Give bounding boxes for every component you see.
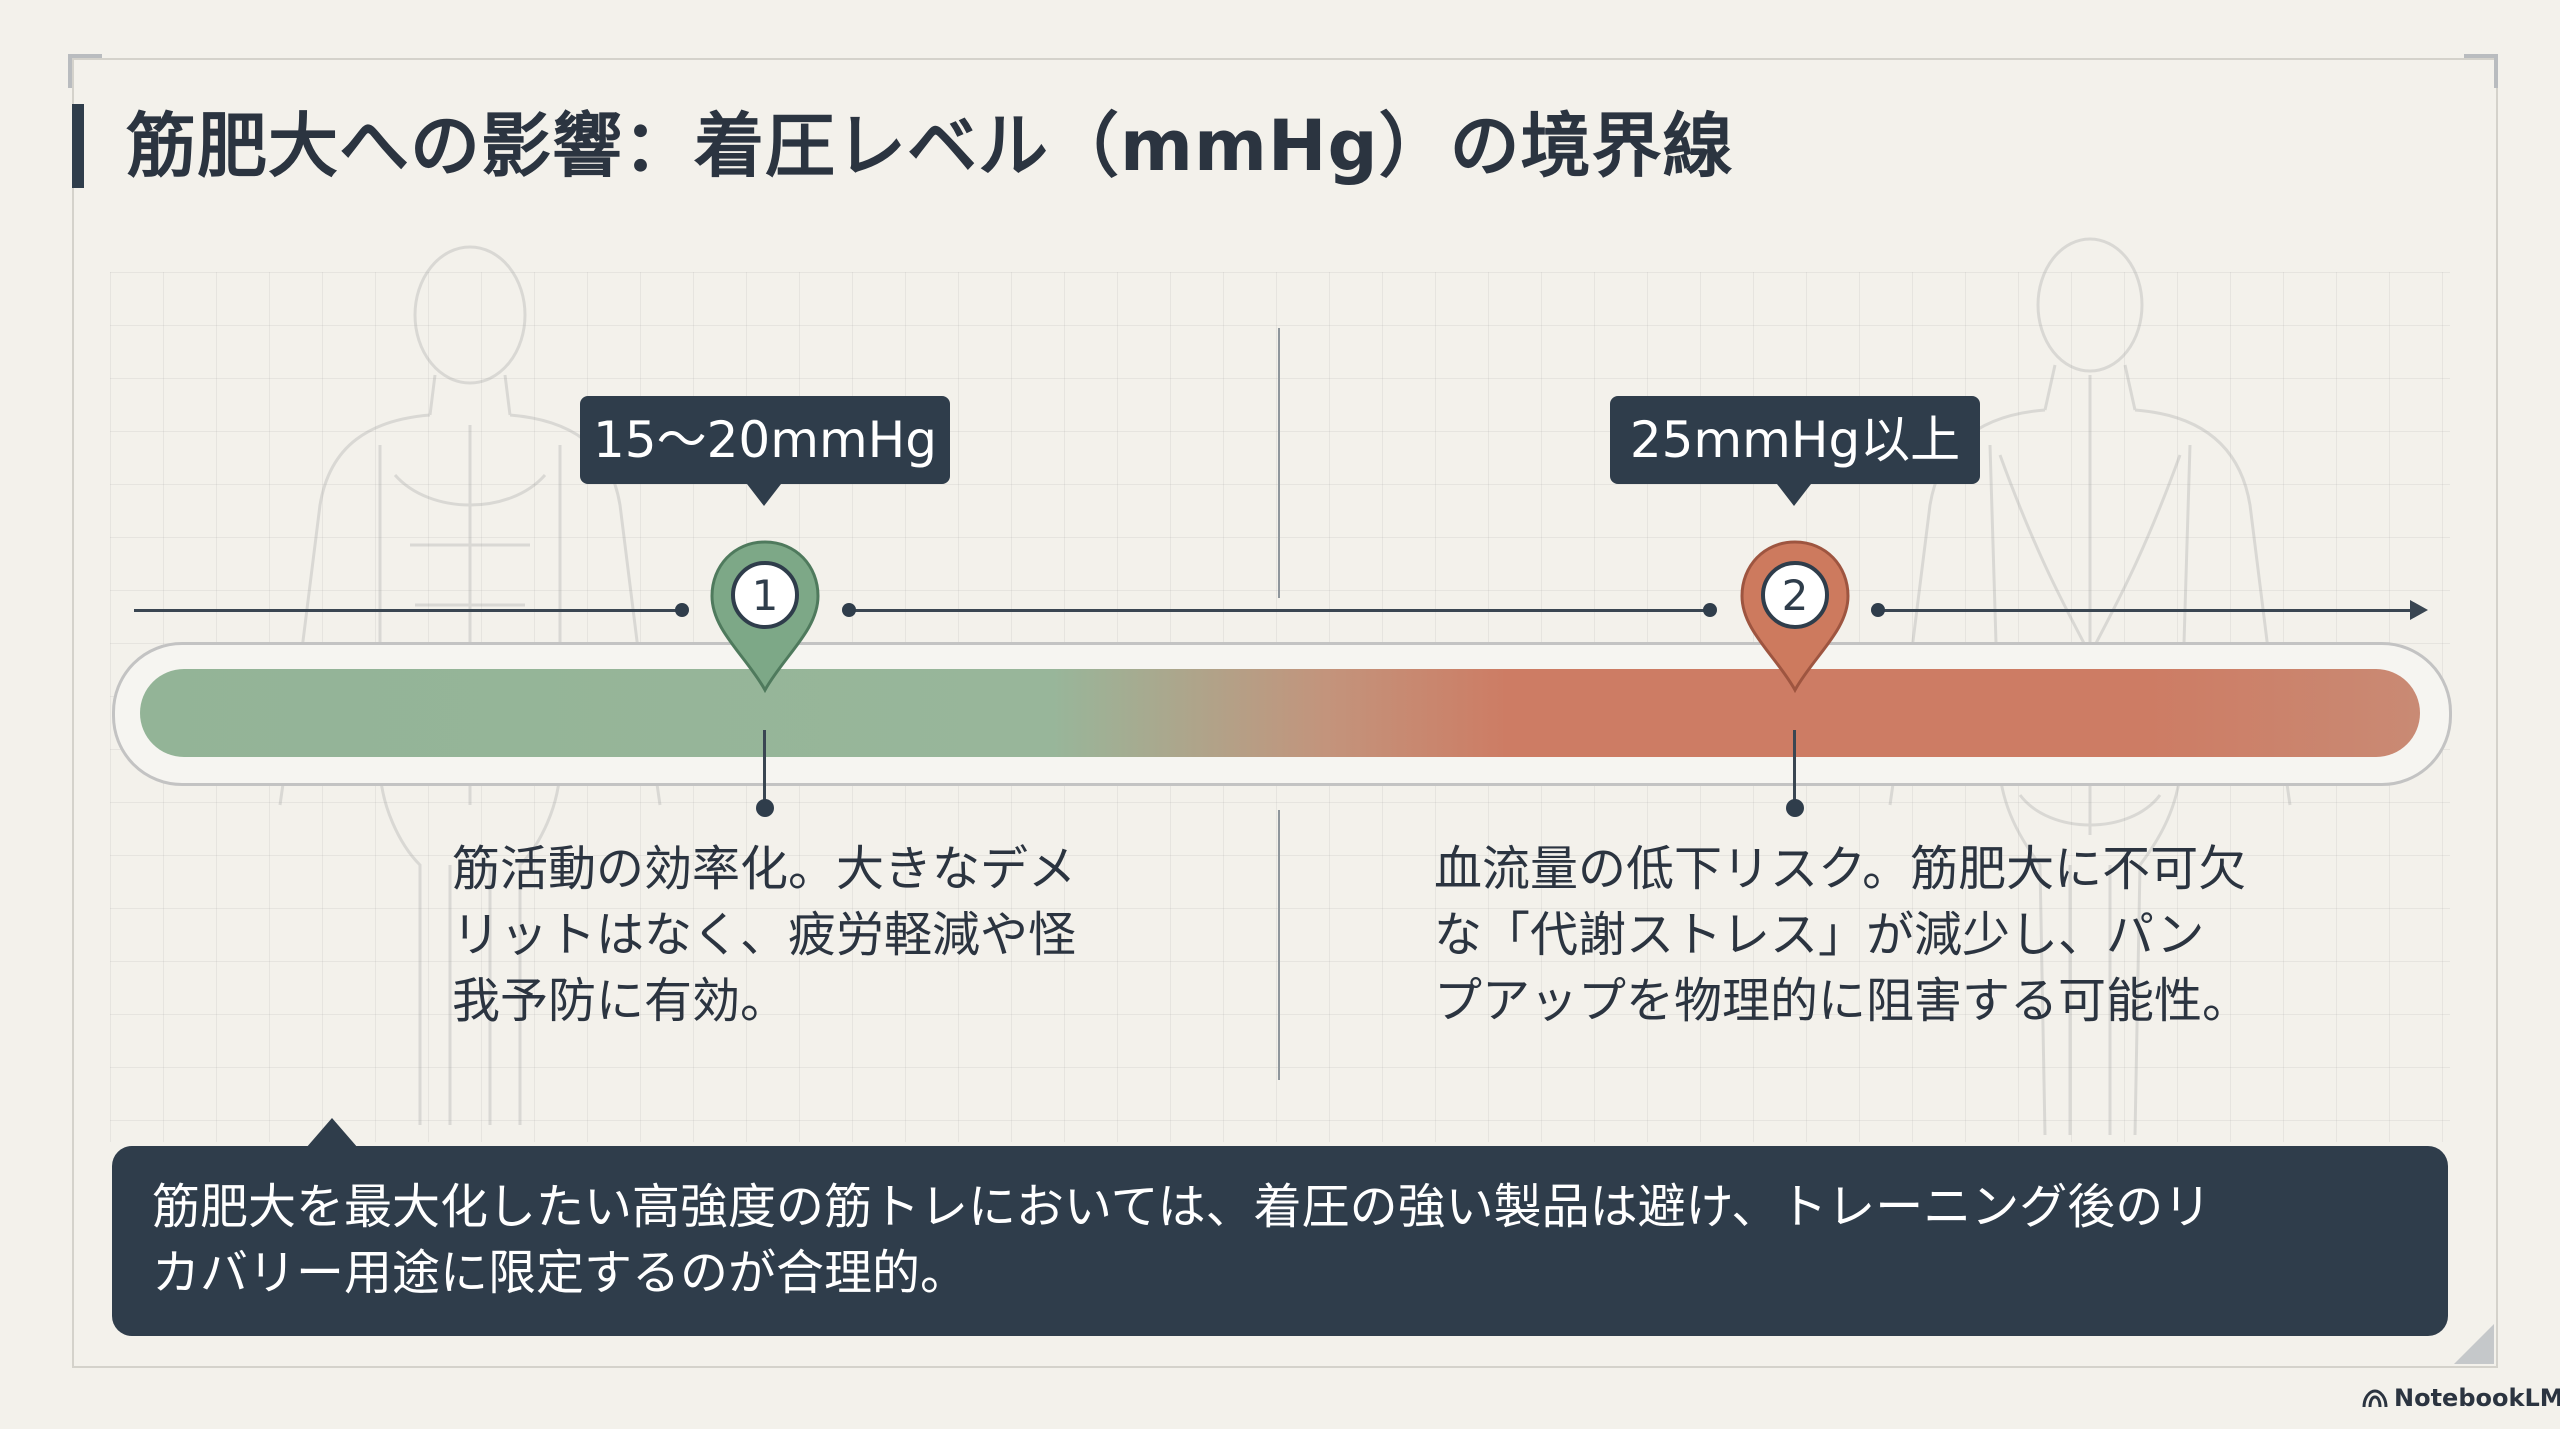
frame-corner-top-left bbox=[68, 54, 102, 88]
axis-line-segment-2 bbox=[848, 609, 1710, 612]
marker-1-label: 15～20mmHg bbox=[580, 396, 950, 484]
notebooklm-logo-icon bbox=[2362, 1389, 2388, 1408]
axis-dot bbox=[1703, 603, 1717, 617]
conclusion-text: 筋肥大を最大化したい高強度の筋トレにおいては、着圧の強い製品は避け、トレーニング… bbox=[152, 1174, 2211, 1306]
slide-frame bbox=[72, 58, 2498, 1368]
description-line: な「代謝ストレス」が減少し、パン bbox=[1434, 907, 2205, 963]
marker-2-description: 血流量の低下リスク。筋肥大に不可欠 な「代謝ストレス」が減少し、パン プアップを… bbox=[1434, 836, 2250, 1034]
description-line: 血流量の低下リスク。筋肥大に不可欠 bbox=[1434, 841, 2247, 897]
title-accent-bar bbox=[72, 104, 84, 188]
conclusion-line: カバリー用途に限定するのが合理的。 bbox=[152, 1245, 969, 1301]
page-fold-corner bbox=[2454, 1324, 2494, 1364]
axis-line-segment-1 bbox=[134, 609, 682, 612]
slide-title: 筋肥大への影響：着圧レベル（mmHg）の境界線 bbox=[126, 105, 1734, 187]
brand-name: NotebookLM bbox=[2394, 1384, 2560, 1412]
marker-2-number: 2 bbox=[1782, 571, 1809, 620]
marker-2-label-tail bbox=[1777, 484, 1811, 506]
conclusion-box-tail bbox=[306, 1118, 358, 1148]
marker-2-stem-dot bbox=[1786, 799, 1804, 817]
marker-2-label: 25mmHg以上 bbox=[1610, 396, 1980, 484]
marker-1-stem bbox=[763, 730, 766, 808]
marker-2-pin-icon: 2 bbox=[1740, 540, 1850, 694]
frame-corner-top-right bbox=[2464, 54, 2498, 88]
marker-1-stem-dot bbox=[756, 799, 774, 817]
axis-dot bbox=[675, 603, 689, 617]
center-divider-bottom bbox=[1278, 810, 1280, 1080]
pressure-gradient-bar bbox=[140, 669, 2420, 757]
conclusion-line: 筋肥大を最大化したい高強度の筋トレにおいては、着圧の強い製品は避け、トレーニング… bbox=[152, 1179, 2212, 1235]
brand-watermark: NotebookLM bbox=[2362, 1384, 2560, 1412]
axis-line-segment-3 bbox=[1878, 609, 2418, 612]
description-line: 我予防に有効。 bbox=[452, 973, 789, 1029]
marker-1-pin-icon: 1 bbox=[710, 540, 820, 694]
marker-2-stem bbox=[1793, 730, 1796, 808]
axis-dot bbox=[1871, 603, 1885, 617]
description-line: リットはなく、疲労軽減や怪 bbox=[452, 907, 1077, 963]
axis-dot bbox=[842, 603, 856, 617]
conclusion-box bbox=[112, 1146, 2448, 1336]
marker-1-description: 筋活動の効率化。大きなデメ リットはなく、疲労軽減や怪 我予防に有効。 bbox=[452, 836, 1076, 1034]
description-line: プアップを物理的に阻害する可能性。 bbox=[1434, 973, 2251, 1029]
center-divider-top bbox=[1278, 328, 1280, 598]
marker-1-number: 1 bbox=[752, 571, 779, 620]
axis-arrowhead-icon bbox=[2410, 600, 2428, 620]
description-line: 筋活動の効率化。大きなデメ bbox=[452, 841, 1077, 897]
marker-1-label-tail bbox=[747, 484, 781, 506]
